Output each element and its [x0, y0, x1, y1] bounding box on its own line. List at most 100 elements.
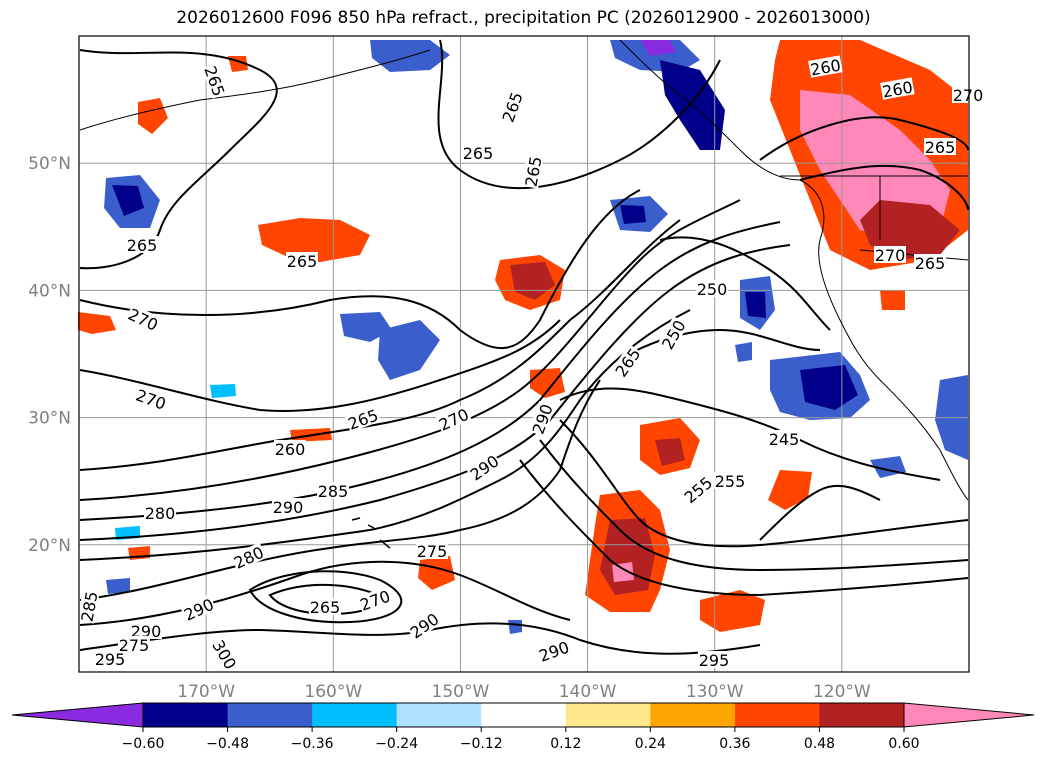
- contour-line: [79, 379, 601, 601]
- colorbar-tick-label: 0.24: [635, 736, 666, 752]
- precip-patch: [655, 438, 685, 466]
- contour-label-bg: [209, 636, 241, 673]
- contour-label-bg: [952, 86, 984, 103]
- colorbar-bin: [227, 703, 313, 727]
- contour-label: 265: [127, 236, 158, 255]
- contour-label-group: 265: [462, 144, 494, 163]
- contour-label: 260: [275, 440, 306, 459]
- precip-patch: [600, 518, 655, 595]
- contour-label-bg: [610, 344, 644, 380]
- contour-label-bg: [416, 542, 448, 559]
- aleutian-chain: [79, 49, 431, 131]
- contour-line: [79, 309, 691, 561]
- precip-patch: [800, 365, 858, 410]
- contour-label-group: 265: [924, 138, 956, 157]
- contour-label-bg: [94, 650, 126, 667]
- colorbar-outline: [142, 702, 905, 728]
- contour-label-group: 265: [286, 252, 318, 271]
- contour-label-bg: [680, 472, 716, 507]
- longitude-label: 150°W: [432, 682, 490, 702]
- longitude-label: 170°W: [177, 682, 235, 702]
- contour-label-group: 255: [714, 472, 746, 491]
- contour-label: 275: [119, 636, 150, 655]
- precip-patch: [418, 556, 455, 590]
- colorbar-bin: [650, 703, 736, 727]
- colorbar: [11, 702, 1035, 728]
- contour-label-bg: [126, 236, 158, 253]
- precip-patch: [530, 368, 565, 398]
- contour-label: 265: [287, 252, 318, 271]
- contour-label-bg: [230, 542, 267, 572]
- coastlines: [79, 39, 969, 549]
- contour-label-bg: [535, 637, 572, 665]
- contour-label-layer: 2652652652652652652702702702652602802902…: [77, 55, 984, 673]
- contour-label: 270: [875, 246, 906, 265]
- precip-patch: [112, 185, 144, 216]
- contour-label-bg: [808, 55, 843, 78]
- contour-label: 285: [318, 482, 349, 501]
- contour-label-group: 295: [698, 651, 730, 670]
- contour-label-bg: [130, 622, 162, 639]
- contour-label-bg: [77, 589, 100, 624]
- colorbar-tick-label: 0.36: [719, 736, 750, 752]
- latitude-label: 50°N: [28, 154, 71, 174]
- contour-line: [79, 199, 741, 501]
- contour-label-bg: [657, 316, 689, 353]
- contour-label-bg: [406, 608, 442, 642]
- colorbar-bin: [143, 703, 229, 727]
- contour-label-group: 285: [317, 482, 349, 501]
- precipitation-field: [78, 40, 968, 634]
- colorbar-bin: [312, 703, 398, 727]
- colorbar-tick-label: −0.24: [375, 736, 418, 752]
- contour-line: [79, 221, 781, 521]
- precip-patch: [735, 342, 752, 362]
- contour-label-bg: [880, 77, 915, 100]
- contour-label-group: 245: [768, 430, 800, 449]
- precip-patch: [138, 98, 168, 134]
- longitude-label: 130°W: [686, 682, 744, 702]
- contour-label-group: 270: [874, 246, 906, 265]
- contour-label-bg: [914, 254, 946, 271]
- colorbar-bin: [481, 703, 567, 727]
- contour-label-group: 275: [416, 542, 448, 561]
- contour-label: 295: [699, 651, 730, 670]
- contour-label-bg: [317, 482, 349, 499]
- contour-line: [79, 189, 641, 349]
- contour-label: 275: [417, 542, 448, 561]
- precip-patch: [508, 620, 522, 634]
- contour-label-bg: [118, 636, 150, 653]
- contour-line: [79, 560, 571, 626]
- precip-patch: [620, 205, 646, 224]
- colorbar-tick-label: −0.12: [460, 736, 503, 752]
- contour-line: [759, 484, 881, 541]
- contour-label: 250: [697, 280, 728, 299]
- contour-label-bg: [201, 62, 229, 99]
- precip-patch: [640, 40, 676, 56]
- contour-label-bg: [144, 504, 176, 521]
- contour-label-bg: [698, 651, 730, 668]
- precip-patch: [258, 218, 370, 262]
- contour-label: 245: [769, 430, 800, 449]
- longitude-label: 160°W: [304, 682, 362, 702]
- contour-label-group: 260: [274, 440, 306, 459]
- contour-line: [559, 387, 941, 481]
- contour-label-bg: [528, 400, 556, 437]
- contour-label-bg: [696, 280, 728, 297]
- contour-label-bg: [309, 598, 341, 615]
- longitude-labels: 170°W 160°W 150°W 140°W 130°W 120°W: [177, 682, 871, 702]
- contour-label-bg: [498, 88, 526, 125]
- precip-patch: [78, 312, 116, 334]
- contour-label-bg: [924, 138, 956, 155]
- contour-label: 290: [273, 498, 304, 517]
- contour-label-bg: [274, 440, 306, 457]
- contour-label: 265: [925, 138, 956, 157]
- precip-patch: [745, 292, 766, 318]
- colorbar-bin: [734, 703, 820, 727]
- precip-patch: [800, 90, 950, 240]
- colorbar-tick-label: −0.60: [122, 736, 165, 752]
- contour-line: [539, 439, 969, 572]
- precip-patch: [106, 578, 130, 594]
- colorbar-tick-label: 0.12: [550, 736, 581, 752]
- colorbar-tick-label: 0.60: [888, 736, 919, 752]
- contour-label: 295: [95, 650, 126, 669]
